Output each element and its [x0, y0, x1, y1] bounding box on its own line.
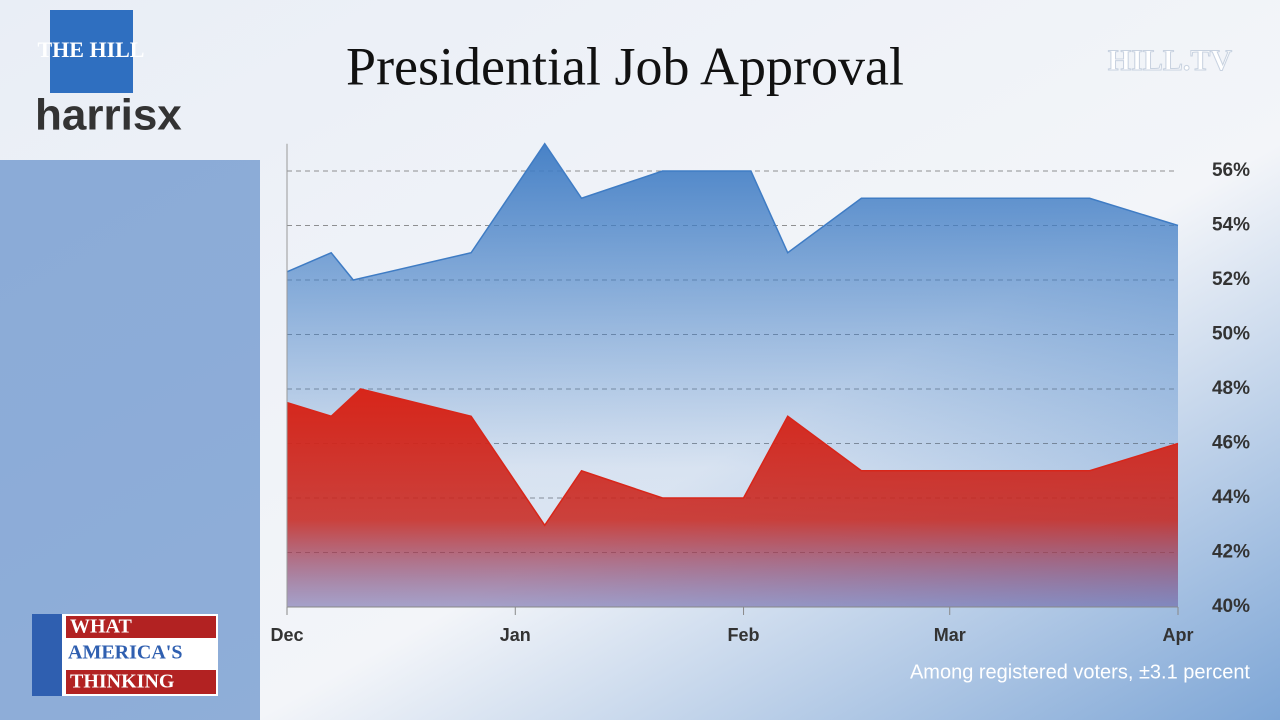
series-line: [286, 142, 1179, 281]
y-tick-label: 48%: [1212, 378, 1250, 399]
segment-band: [66, 616, 216, 638]
x-tick-label: Jan: [500, 625, 531, 645]
x-tick-label: Apr: [1163, 625, 1194, 645]
y-tick-label: 50%: [1212, 324, 1250, 345]
x-tick-label: Mar: [934, 625, 966, 645]
hill-logo: THE HILL: [38, 37, 145, 62]
y-tick-label: 54%: [1212, 215, 1250, 236]
note: Among registered voters, ±3.1 percent: [910, 661, 1250, 683]
segment-logo: WHAT AMERICA'S THINKING: [32, 614, 218, 696]
segment-band: [66, 670, 216, 694]
y-tick-label: 40%: [1212, 596, 1250, 617]
segment-text: AMERICA'S: [68, 642, 182, 664]
series-line: [286, 388, 1179, 527]
x-tick-label: Dec: [270, 625, 303, 645]
chart-title: Presidential Job Approval: [346, 36, 904, 96]
segment-text: WHAT: [70, 616, 133, 638]
y-tick-label: 44%: [1212, 487, 1250, 508]
segment-stars: [32, 614, 62, 696]
x-tick-label: Feb: [728, 625, 760, 645]
y-tick-label: 52%: [1212, 269, 1250, 290]
y-tick-label: 56%: [1212, 160, 1250, 181]
y-tick-label: 42%: [1212, 542, 1250, 563]
network-logo: HILL.TV: [1108, 44, 1233, 77]
hill-logo-box: [50, 10, 133, 93]
partner-logo: harrisx: [35, 91, 182, 140]
plot: 40% 42% 44% 46% 48% 50% 52% 54% 56% Dec Jan Feb Mar A…: [270, 142, 1250, 645]
segment-text: THINKING: [70, 671, 175, 693]
y-tick-label: 46%: [1212, 433, 1250, 454]
